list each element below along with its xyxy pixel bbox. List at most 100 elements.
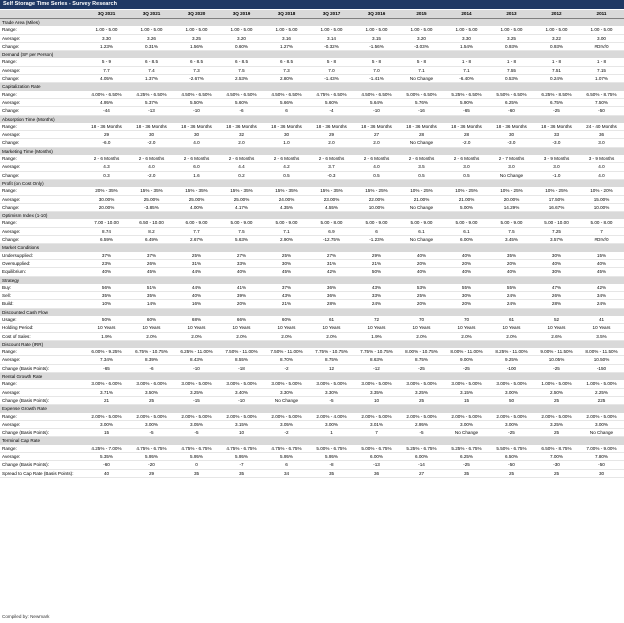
table-cell: No Change bbox=[489, 171, 534, 180]
table-cell: -50 bbox=[579, 460, 624, 470]
table-cell: 3.00 bbox=[579, 34, 624, 43]
table-cell: -10 bbox=[174, 106, 219, 116]
table-cell: 3.00% - 5.00% bbox=[444, 380, 489, 389]
column-header: 3Q 2021 bbox=[84, 10, 129, 19]
table-cell: 2.0% bbox=[444, 332, 489, 341]
table-cell: 31% bbox=[174, 259, 219, 269]
table-cell: 44% bbox=[174, 267, 219, 277]
table-cell: 4.0 bbox=[174, 138, 219, 148]
table-cell: 3.0 bbox=[489, 162, 534, 172]
survey-table: 3Q 2021 3Q 2021 3Q 2020 3Q 2019 3Q 2018 3Q 20… bbox=[0, 10, 624, 478]
table-row: Range: 6.00% - 9.25% 6.75% - 10.75% 6.25% -… bbox=[0, 348, 624, 357]
table-cell: 35 bbox=[309, 469, 354, 478]
table-cell: 16.67% bbox=[534, 203, 579, 213]
table-cell: 8.39% bbox=[129, 355, 174, 365]
table-row: Range: 1.00 - 5.00 1.00 - 5.00 1.00 - 5.00 1… bbox=[0, 26, 624, 35]
table-cell: 28% bbox=[309, 299, 354, 309]
table-cell: -10 bbox=[174, 364, 219, 374]
table-row: Holding Period: 10 Years 10 Years 10 Years 1… bbox=[0, 323, 624, 333]
table-cell: 0.2 bbox=[219, 171, 264, 180]
table-cell: -4 bbox=[309, 106, 354, 116]
table-cell: 0.5 bbox=[264, 171, 309, 180]
table-cell: No Change bbox=[264, 396, 309, 406]
row-label: Change: bbox=[0, 42, 84, 52]
table-cell: 6.75% bbox=[534, 98, 579, 108]
table-cell: 3.5% bbox=[579, 332, 624, 341]
row-label: Average: bbox=[0, 130, 84, 140]
table-cell: 15% - 35% bbox=[264, 187, 309, 196]
table-cell: 35% bbox=[129, 291, 174, 301]
table-cell: 4.95% bbox=[84, 98, 129, 108]
table-cell: 30% bbox=[534, 267, 579, 277]
row-label: Average: bbox=[0, 66, 84, 76]
table-cell: 4.00% - 6.50% bbox=[84, 90, 129, 99]
table-cell: 2 - 6 Months bbox=[444, 155, 489, 164]
column-header: 3Q 2017 bbox=[309, 10, 354, 19]
table-cell: 30% bbox=[444, 291, 489, 301]
table-cell: 2 - 6 Months bbox=[264, 155, 309, 164]
table-cell: 3.40% bbox=[219, 388, 264, 397]
table-cell: 23.00% bbox=[309, 195, 354, 204]
column-header: 2013 bbox=[489, 10, 534, 19]
table-cell: -44 bbox=[84, 106, 129, 116]
table-cell: No Change bbox=[444, 428, 489, 438]
table-cell: -65 bbox=[84, 364, 129, 374]
table-cell: 3.22 bbox=[534, 34, 579, 43]
table-cell: 1 - 8 bbox=[534, 58, 579, 67]
table-cell: -7 bbox=[219, 460, 264, 470]
table-cell: 2 - 6 Months bbox=[174, 155, 219, 164]
table-cell: -6.40% bbox=[444, 74, 489, 84]
table-row: Change: 4.05% 1.37% -2.67% 2.53% 2.80% -1.43% -… bbox=[0, 74, 624, 84]
table-row: Range: 7.00 - 10.00 6.50 - 10.00 6.00 - 9.0… bbox=[0, 219, 624, 228]
row-label: Change: bbox=[0, 74, 84, 84]
table-cell: 42% bbox=[309, 267, 354, 277]
table-cell: 3.57% bbox=[534, 235, 579, 245]
table-cell: 10 Years bbox=[489, 323, 534, 333]
table-cell: 28% bbox=[534, 299, 579, 309]
section-header-row: Marketing Time (Months) bbox=[0, 146, 624, 156]
table-cell: 6 - 8.5 bbox=[129, 58, 174, 67]
table-cell: 3.15% bbox=[219, 420, 264, 430]
table-cell: 5.95% bbox=[129, 452, 174, 462]
table-cell: 7 bbox=[579, 227, 624, 237]
table-cell: 9.00% bbox=[444, 355, 489, 365]
table-cell: 7.80% bbox=[579, 452, 624, 462]
table-cell: 1 - 8 bbox=[489, 58, 534, 67]
table-cell: 2.0% bbox=[399, 332, 444, 341]
section-header-row: Market Conditions bbox=[0, 243, 624, 252]
table-cell: -1.23% bbox=[354, 235, 399, 245]
table-cell: 5.00% - 6.75% bbox=[354, 444, 399, 454]
table-cell: 3.71% bbox=[84, 388, 129, 397]
table-cell: 31% bbox=[309, 259, 354, 269]
table-cell: -65 bbox=[444, 106, 489, 116]
table-cell: 7.0 bbox=[309, 66, 354, 76]
table-cell: 3.00% - 6.00% bbox=[129, 380, 174, 389]
row-label: Change (Basis Points): bbox=[0, 428, 84, 438]
table-cell: 1.00 - 5.00 bbox=[264, 26, 309, 35]
table-cell: 8.75% bbox=[309, 355, 354, 365]
table-cell: -2.0 bbox=[129, 171, 174, 180]
table-cell: -150 bbox=[579, 364, 624, 374]
table-cell: 10 Years bbox=[534, 323, 579, 333]
section-title: Discounted Cash Flow bbox=[0, 307, 624, 316]
table-cell: 4.50% - 6.50% bbox=[354, 90, 399, 99]
table-cell: 4.0 bbox=[579, 171, 624, 180]
table-cell: -25 bbox=[489, 428, 534, 438]
column-header: 3Q 2021 bbox=[129, 10, 174, 19]
table-cell: -3.85% bbox=[129, 203, 174, 213]
table-cell: 40% bbox=[399, 251, 444, 260]
table-cell: 5.00 - 9.00 bbox=[219, 219, 264, 228]
table-cell: 9.25% bbox=[489, 355, 534, 365]
table-cell: 14% bbox=[129, 299, 174, 309]
table-body: Trade Area (Miles) Range: 1.00 - 5.00 1.00 … bbox=[0, 18, 624, 478]
table-cell: -2 bbox=[264, 428, 309, 438]
table-cell: 7.00% bbox=[534, 452, 579, 462]
table-cell: 10 Years bbox=[84, 323, 129, 333]
table-cell: 7.1 bbox=[264, 227, 309, 237]
table-cell: 68% bbox=[174, 315, 219, 325]
row-label: Change (Basis Points): bbox=[0, 460, 84, 470]
table-cell: -14 bbox=[399, 460, 444, 470]
table-row: Build: 10% 14% 16% 20% 21% 28% 24% 20% 20% 24% 28% 2… bbox=[0, 299, 624, 309]
table-cell: 18 - 36 Months bbox=[129, 122, 174, 132]
row-label: Change: bbox=[0, 106, 84, 116]
